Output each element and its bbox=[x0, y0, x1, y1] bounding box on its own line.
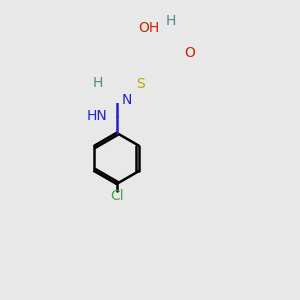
Text: HN: HN bbox=[87, 109, 108, 123]
Text: H: H bbox=[93, 76, 103, 90]
Text: H: H bbox=[166, 14, 176, 28]
Text: Cl: Cl bbox=[110, 189, 123, 203]
Text: O: O bbox=[184, 46, 195, 60]
Text: OH: OH bbox=[138, 21, 159, 35]
Text: N: N bbox=[122, 93, 132, 107]
Text: S: S bbox=[136, 77, 145, 91]
